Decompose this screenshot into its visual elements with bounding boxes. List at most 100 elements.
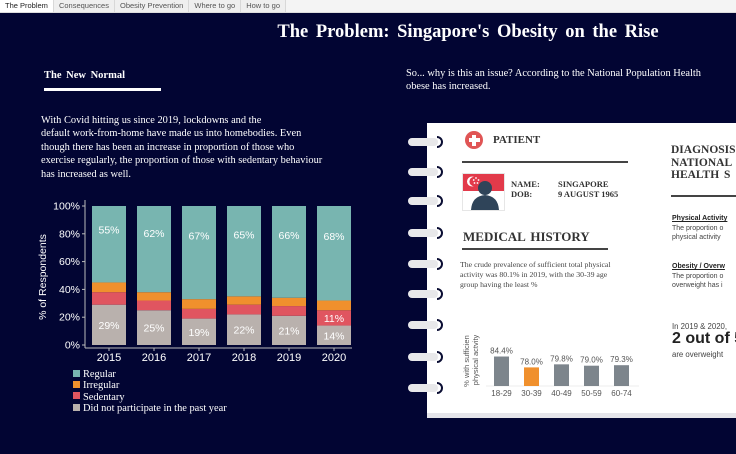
exercise-stacked-bar-chart: 0% 20% 40% 60% 80% 100% % of Respondents 29% 55%… [37,200,352,364]
section-underline [44,88,161,91]
y-axis-title: % of Respondents [37,234,49,320]
x-tick-label: 50-59 [581,389,602,398]
intro-line: default work-from-home have made us into… [41,128,302,140]
legend-label: Sedentary [83,391,125,403]
dob-value: 9 AUGUST 1965 [558,189,619,199]
bar-segment-regular [182,206,216,300]
age-bar [554,364,569,386]
data-label: 22% [233,325,254,337]
patient-title: PATIENT [493,134,541,146]
bar-segment-did-not-participate-in-the-past-year [92,304,126,345]
bar-segment-sedentary [317,310,351,326]
right-intro-line: obese has increased. [406,81,491,93]
x-tick-label: 2018 [232,352,256,364]
data-label: 14% [323,330,344,342]
page-title: The Problem: Singapore's Obesity on the … [277,22,659,42]
tab-consequences[interactable]: Consequences [53,0,115,12]
legend-label: Did not participate in the past year [83,403,227,415]
legend-label: Irregular [83,380,120,392]
diagnosis-title: DIAGNOSIS NATIONAL HEALTH S [671,144,736,182]
y-tick-label: 0% [65,340,80,352]
y-tick-label: 60% [59,256,80,268]
bar-segment-irregular [92,282,126,293]
intro-line: exercise regularly, the proportion of th… [41,155,323,167]
legend-item-did-not-participate: Did not participate in the past year [73,403,227,414]
medical-text-line: activity was 80.1% in 2019, with the 30-… [460,270,608,279]
bar-segment-did-not-participate-in-the-past-year [182,318,216,345]
chart-legend: Regular Irregular Sedentary Did not part… [73,369,227,415]
name-label: NAME: [511,179,540,189]
bar-segment-irregular [272,297,306,307]
bar-segment-sedentary [137,300,171,311]
medical-history-text: The crude prevalence of sufficient total… [460,260,632,290]
diagnosis-title-line: NATIONAL [671,156,733,169]
data-label: 19% [188,327,209,339]
bar-segment-did-not-participate-in-the-past-year [272,315,306,345]
notebook-ring-icon [408,351,443,363]
bar-segment-sedentary [227,304,261,315]
notebook-ring-icon [408,195,443,207]
intro-line: With Covid hitting us since 2019, lockdo… [41,115,262,126]
tab-how-to-go[interactable]: How to go [241,0,286,12]
x-tick-label: 40-49 [551,389,572,398]
bar-segment-irregular [317,300,351,311]
text-line: The proportion o [672,273,724,280]
dob-label: DOB: [511,189,533,199]
notebook-ring-icon [408,166,443,178]
patient-labels: NAME: DOB: [511,179,540,199]
bar-segment-irregular [182,299,216,309]
age-bar [614,365,629,386]
y-tick-label: 40% [59,284,80,296]
medical-cross-icon [465,131,483,149]
data-label: 84.4% [490,347,513,356]
obesity-heading: Obesity / Overw [672,263,725,270]
bar-segment-regular [272,206,306,298]
text-line: physical activity [672,234,721,241]
x-tick-label: 2017 [187,352,211,364]
medical-text-line: The crude prevalence of sufficient total… [460,260,611,269]
y-tick-label: 80% [59,228,80,240]
bar-segment-regular [227,206,261,297]
data-label: 79.0% [580,356,603,365]
x-tick-label: 2020 [322,352,346,364]
x-tick-label: 30-39 [521,389,542,398]
tab-bar: The Problem Consequences Obesity Prevent… [0,0,736,13]
bar-segment-irregular [227,296,261,305]
bar-segment-regular [317,206,351,301]
patient-notebook [427,123,736,418]
data-label: 62% [143,228,164,240]
singapore-flag-avatar-icon [462,173,505,211]
legend-swatch [73,369,80,377]
intro-line: has increased as well. [41,168,132,180]
data-label: 79.8% [550,354,573,363]
bar-segment-did-not-participate-in-the-past-year [317,325,351,345]
data-label: 25% [143,323,164,335]
notebook-ring-icon [408,136,443,148]
bar-segment-sedentary [182,308,216,319]
x-tick-label: 18-29 [491,389,512,398]
overweight-stat-intro: In 2019 & 2020, [672,322,728,331]
data-label: 65% [233,230,254,242]
tab-where-to-go[interactable]: Where to go [189,0,242,12]
divider [462,161,628,163]
physical-activity-heading: Physical Activity [672,215,728,222]
notebook-ring-icon [408,258,443,270]
medical-history-title: MEDICAL HISTORY [463,229,590,244]
right-intro-line: So... why is this an issue? According to… [406,68,701,79]
age-bar [584,365,599,386]
diagnosis-title-line: DIAGNOSIS [671,144,736,156]
age-bar [524,367,539,386]
tab-obesity-prevention[interactable]: Obesity Prevention [114,0,190,12]
x-tick-label: 60-74 [611,389,632,398]
data-label: 66% [278,230,299,242]
section-heading: The New Normal [44,70,125,81]
data-label: 29% [98,320,119,332]
notebook-ring-icon [408,227,443,239]
bar-segment-regular [92,206,126,283]
tab-the-problem[interactable]: The Problem [0,0,54,12]
notebook-ring-icon [408,382,443,394]
data-label: 21% [278,325,299,337]
right-intro-paragraph: So... why is this an issue? According to… [406,67,736,94]
intro-line: though there has been an increase in pro… [41,141,295,153]
divider [671,195,736,197]
